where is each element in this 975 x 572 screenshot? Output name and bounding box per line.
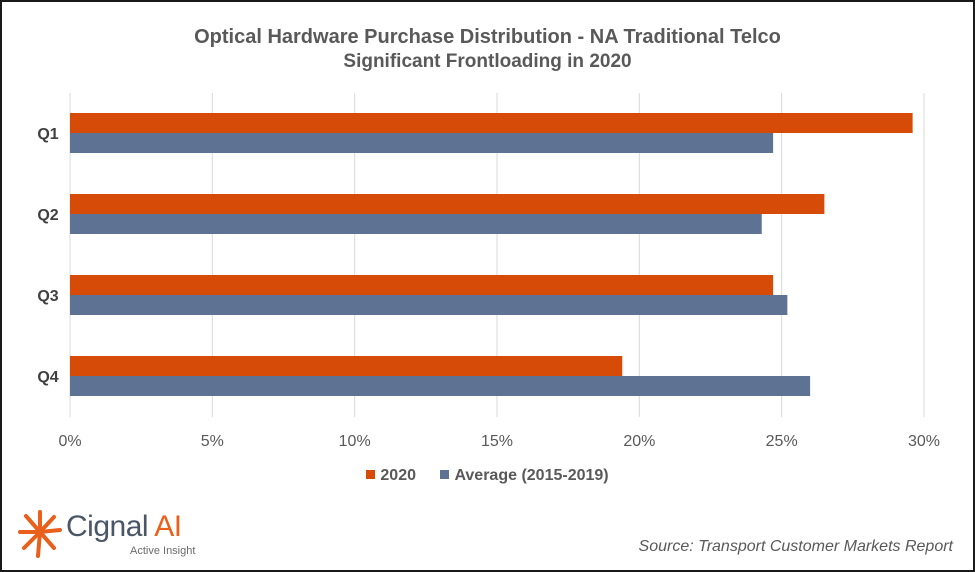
legend-swatch-average [440, 470, 450, 480]
sun-burst-icon [18, 510, 62, 558]
bar [70, 275, 774, 295]
x-tick-label: 10% [339, 433, 371, 450]
bar [70, 376, 811, 396]
company-logo: Cignal AI Active Insight [18, 508, 208, 560]
bar [70, 194, 825, 214]
logo-name: Cignal [66, 510, 149, 543]
source-note: Source: Transport Customer Markets Repor… [638, 538, 953, 555]
x-tick-label: 20% [623, 433, 655, 450]
legend-label-2020: 2020 [380, 467, 416, 484]
legend-label-average: Average (2015-2019) [454, 467, 609, 484]
legend-swatch-2020 [366, 470, 376, 480]
chart-legend: 2020 Average (2015-2019) [0, 467, 975, 485]
y-tick-label: Q2 [37, 207, 58, 224]
bar [70, 356, 623, 376]
logo-tagline: Active Insight [130, 545, 196, 557]
bar [70, 214, 762, 234]
x-tick-label: 0% [58, 433, 81, 450]
y-tick-label: Q4 [37, 369, 58, 386]
logo-suffix: AI [154, 510, 182, 543]
bar [70, 133, 774, 153]
x-tick-label: 25% [766, 433, 798, 450]
bar [70, 113, 913, 133]
y-tick-label: Q1 [37, 126, 58, 143]
logo-wordmark: Cignal AI [66, 510, 182, 544]
legend-item-2020: 2020 [366, 467, 416, 485]
chart-title: Optical Hardware Purchase Distribution -… [194, 26, 781, 48]
x-tick-label: 30% [908, 433, 940, 450]
legend-item-average: Average (2015-2019) [440, 467, 609, 485]
x-tick-label: 5% [201, 433, 224, 450]
chart-subtitle: Significant Frontloading in 2020 [343, 51, 632, 72]
x-tick-label: 15% [481, 433, 513, 450]
bar [70, 295, 788, 315]
y-tick-label: Q3 [37, 288, 58, 305]
